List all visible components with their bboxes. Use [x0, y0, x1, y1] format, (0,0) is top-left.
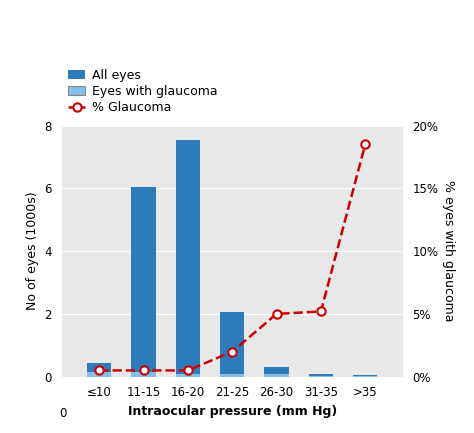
Bar [87, 362, 111, 377]
Legend: All eyes, Eyes with glaucoma, % Glaucoma: All eyes, Eyes with glaucoma, % Glaucoma [68, 69, 217, 114]
Bar [264, 367, 289, 377]
X-axis label: Intraocular pressure (mm Hg): Intraocular pressure (mm Hg) [128, 405, 337, 418]
Bar [131, 372, 156, 377]
Bar [264, 374, 289, 377]
Text: 0: 0 [59, 407, 67, 420]
Bar [309, 376, 333, 377]
Y-axis label: No of eyes (1000s): No of eyes (1000s) [26, 192, 39, 310]
Bar [220, 312, 245, 377]
Y-axis label: % eyes with glaucoma: % eyes with glaucoma [442, 181, 456, 322]
Bar [176, 140, 200, 377]
Bar [353, 376, 377, 377]
Bar [353, 375, 377, 377]
Bar [87, 372, 111, 377]
Bar [176, 374, 200, 377]
Bar [309, 374, 333, 377]
Bar [131, 187, 156, 377]
Bar [220, 374, 245, 377]
